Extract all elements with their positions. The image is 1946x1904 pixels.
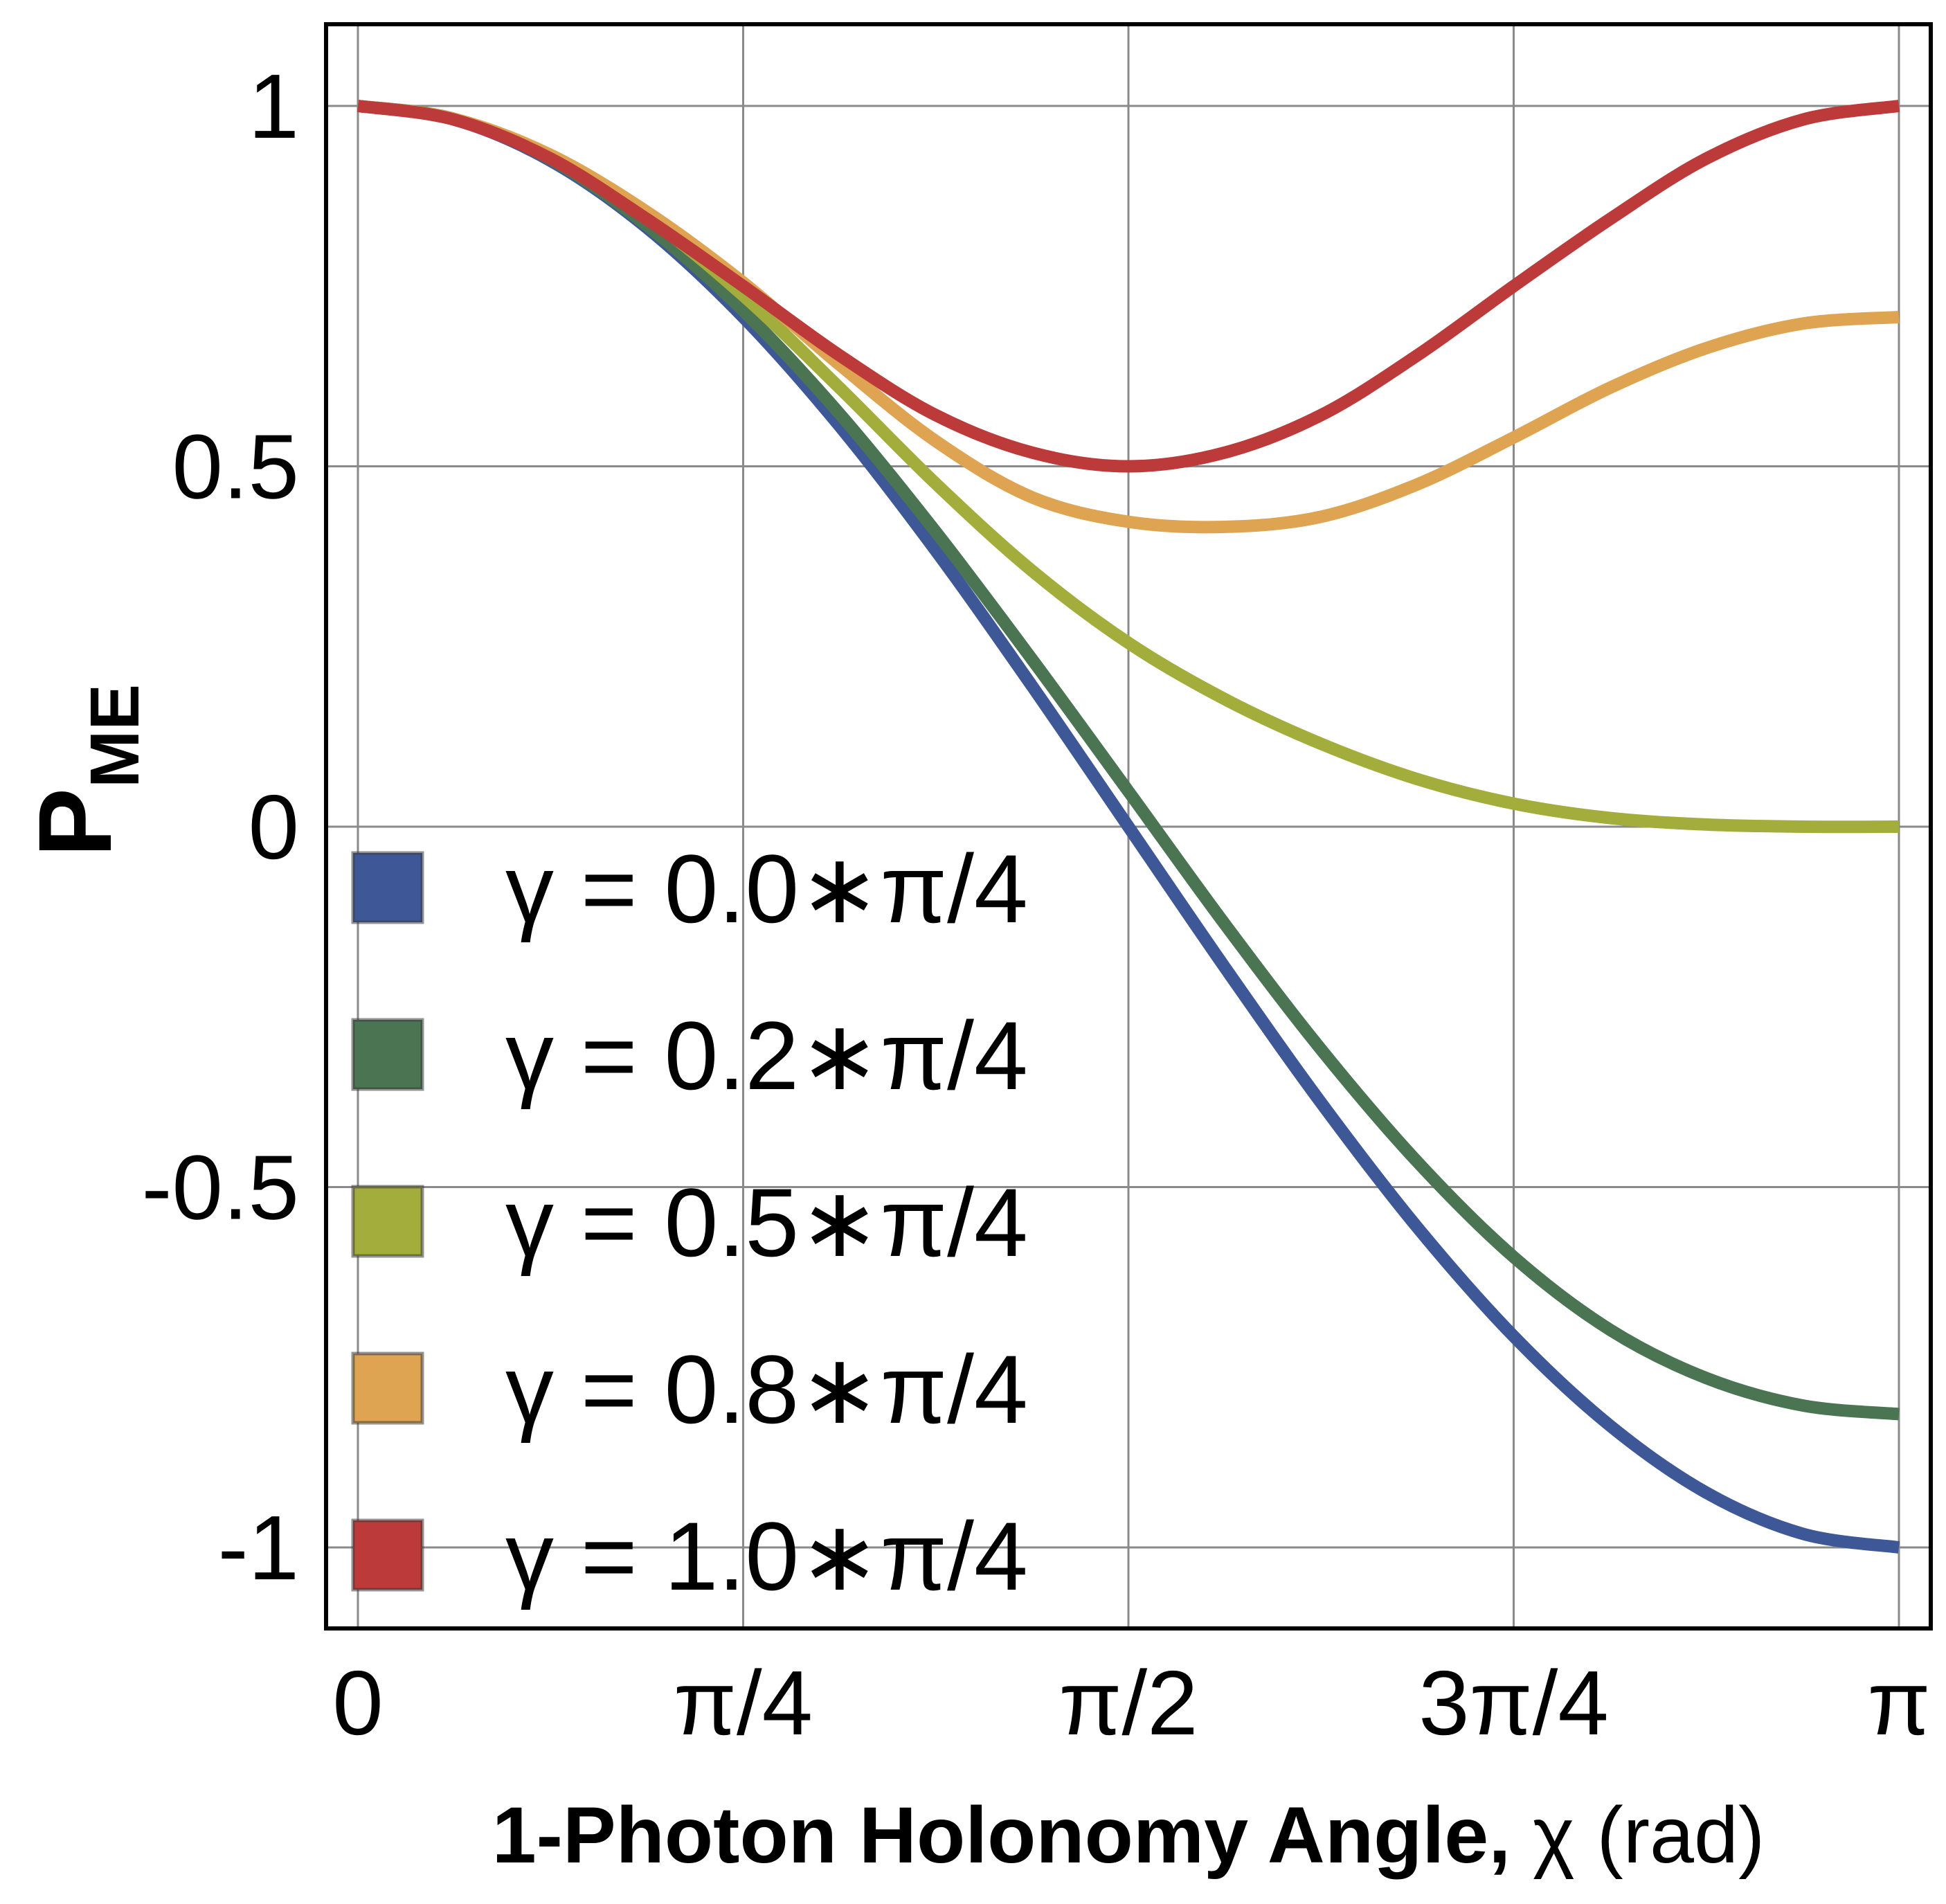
x-tick-labels: 0 π/4 π/2 3π/4 π	[332, 1652, 1930, 1754]
y-tick-labels: 1 0.5 0 -0.5 -1	[142, 55, 299, 1599]
x-tick-label-4: π	[1867, 1652, 1930, 1754]
x-tick-label-3: 3π/4	[1418, 1652, 1609, 1754]
legend-swatch-3	[351, 1351, 424, 1425]
legend-label-0: γ = 0.0∗π/4	[505, 834, 1028, 943]
y-axis-title-sub: ME	[76, 684, 154, 788]
svg-text:PME: PME	[17, 684, 154, 857]
y-axis-title-main: P	[17, 788, 133, 857]
x-axis-title-bold: 1-Photon Holonomy Angle,	[492, 1791, 1511, 1880]
x-tick-label-0: 0	[332, 1652, 383, 1754]
legend-swatch-4	[351, 1518, 424, 1592]
series-lines	[357, 100, 1900, 1554]
x-tick-label-2: π/2	[1058, 1652, 1198, 1754]
series-line-4	[357, 100, 1900, 473]
y-tick-label-1: 0.5	[172, 416, 300, 518]
plot-frame	[324, 22, 1933, 1631]
legend-item-2: γ = 0.5∗π/4	[351, 1168, 1028, 1277]
x-tick-label-1: π/4	[674, 1652, 813, 1754]
legend-label-1: γ = 0.2∗π/4	[505, 1001, 1028, 1110]
legend-item-1: γ = 0.2∗π/4	[351, 1001, 1028, 1110]
legend: γ = 0.0∗π/4 γ = 0.2∗π/4 γ = 0.5∗π/4 γ = 0.8…	[351, 834, 1028, 1610]
y-tick-label-2: 0	[249, 776, 299, 878]
x-axis-title: 1-Photon Holonomy Angle, χ (rad)	[492, 1791, 1765, 1880]
legend-label-3: γ = 0.8∗π/4	[505, 1335, 1028, 1444]
y-axis-title: PME	[17, 684, 154, 857]
legend-item-3: γ = 0.8∗π/4	[351, 1335, 1028, 1444]
legend-swatch-2	[351, 1185, 424, 1258]
legend-swatch-1	[351, 1018, 424, 1091]
legend-label-4: γ = 1.0∗π/4	[505, 1502, 1028, 1610]
legend-item-0: γ = 0.0∗π/4	[351, 834, 1028, 943]
x-axis-title-regular: χ (rad)	[1511, 1791, 1765, 1880]
y-tick-label-4: -1	[218, 1497, 299, 1599]
y-tick-label-3: -0.5	[142, 1137, 299, 1239]
legend-swatch-0	[351, 851, 424, 924]
legend-label-2: γ = 0.5∗π/4	[505, 1168, 1028, 1277]
legend-item-4: γ = 1.0∗π/4	[351, 1502, 1028, 1610]
y-tick-label-0: 1	[249, 55, 299, 157]
